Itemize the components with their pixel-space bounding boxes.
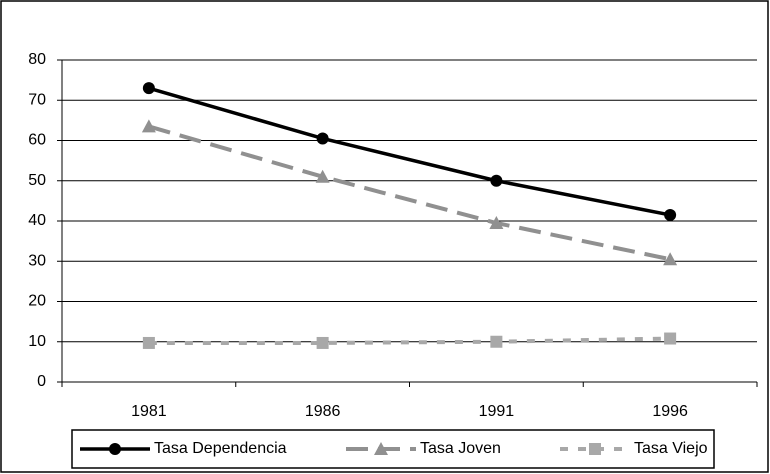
y-tick-label: 20 [28, 293, 46, 310]
data-point [142, 82, 155, 95]
data-point [664, 208, 677, 221]
y-tick-label: 80 [28, 51, 46, 68]
legend-marker [374, 442, 388, 455]
x-tick-label: 1981 [131, 403, 167, 420]
legend-marker [589, 443, 601, 455]
series-line [148, 86, 671, 217]
data-point [142, 336, 155, 349]
y-tick-label: 10 [28, 333, 46, 350]
data-point [141, 119, 156, 133]
x-tick-label: 1996 [652, 403, 688, 420]
y-tick-label: 60 [28, 132, 46, 149]
y-tick-label: 40 [28, 212, 46, 229]
series-line [148, 336, 671, 345]
data-point [490, 335, 503, 348]
data-point [663, 252, 678, 266]
x-tick-label: 1991 [479, 403, 515, 420]
y-tick-label: 0 [37, 373, 46, 390]
data-point [664, 332, 677, 345]
legend-marker [109, 443, 121, 455]
series-line [148, 124, 671, 262]
data-point [316, 132, 329, 145]
data-point [316, 336, 329, 349]
y-tick-label: 30 [28, 252, 46, 269]
y-tick-label: 50 [28, 172, 46, 189]
data-point [489, 216, 504, 230]
data-point [315, 169, 330, 183]
legend-label: Tasa Joven [420, 440, 501, 457]
legend-label: Tasa Viejo [634, 440, 708, 457]
x-tick-label: 1986 [305, 403, 341, 420]
y-tick-label: 70 [28, 91, 46, 108]
legend-label: Tasa Dependencia [154, 440, 287, 457]
data-point [490, 174, 503, 187]
